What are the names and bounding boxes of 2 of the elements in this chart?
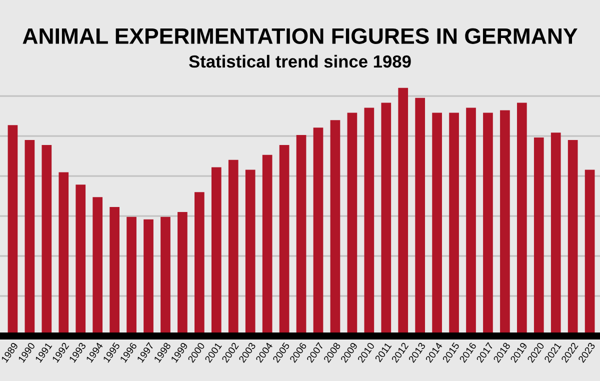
chart-subtitle: Statistical trend since 1989 [189,54,411,68]
chart-title: ANIMAL EXPERIMENTATION FIGURES IN GERMANY [22,28,578,44]
